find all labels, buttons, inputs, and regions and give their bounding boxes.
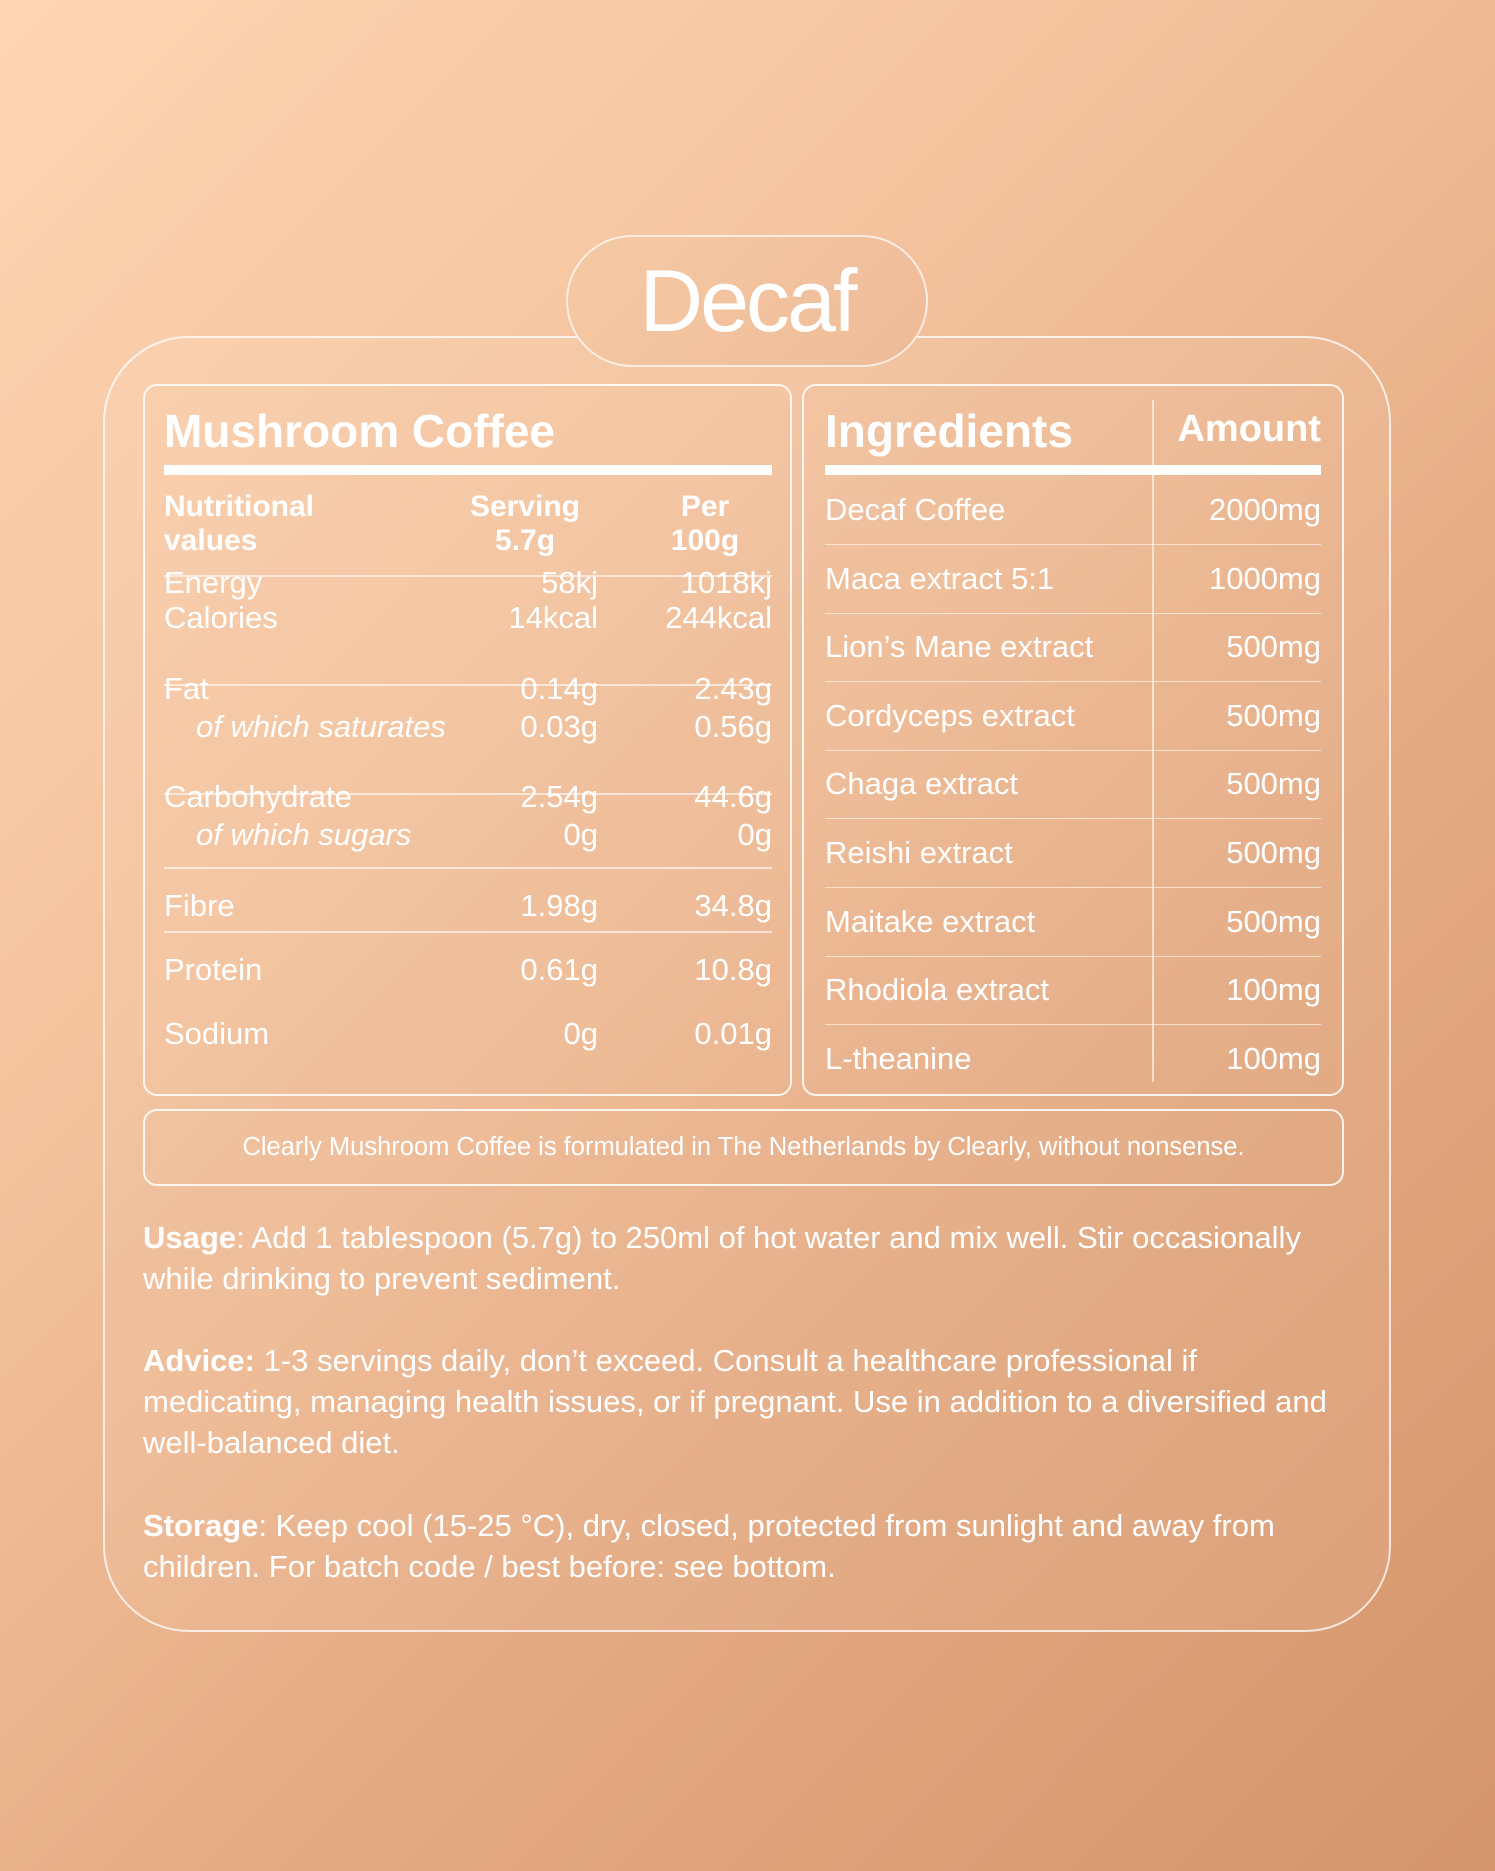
row-divider xyxy=(164,867,772,869)
header-ingredients: Ingredients xyxy=(825,405,1073,457)
serving-value: 58kj xyxy=(541,565,598,600)
formulation-note: Clearly Mushroom Coffee is formulated in… xyxy=(143,1109,1344,1186)
per100-value: 0.01g xyxy=(694,1016,772,1051)
ingredient-amount: 2000mg xyxy=(1208,492,1321,527)
ingredient-row: Rhodiola extract 100mg xyxy=(825,956,1321,1026)
ingredient-name: Cordyceps extract xyxy=(825,697,1075,733)
ingredient-name: Maca extract 5:1 xyxy=(825,560,1055,596)
ingredient-name: Reishi extract xyxy=(825,835,1013,870)
row-divider xyxy=(164,931,772,933)
nutrition-table: Mushroom Coffee Nutritional values Servi… xyxy=(143,384,792,1096)
nutrient-name: of which sugars xyxy=(196,817,412,852)
nutrition-row: Fat 0.14g 2.43g xyxy=(164,667,772,711)
header-amount: Amount xyxy=(1177,408,1321,450)
paragraph-label: Usage xyxy=(143,1220,237,1255)
per100-value: 0g xyxy=(737,817,772,852)
paragraph-text: 1-3 servings daily, don’t exceed. Consul… xyxy=(143,1343,1327,1460)
info-paragraph: Usage: Add 1 tablespoon (5.7g) to 250ml … xyxy=(143,1217,1353,1299)
ingredient-row: Reishi extract 500mg xyxy=(825,819,1321,888)
ingredient-amount: 1000mg xyxy=(1208,560,1321,596)
serving-value: 0g xyxy=(563,817,598,852)
row-divider xyxy=(164,575,772,577)
nutrient-name: Sodium xyxy=(164,1016,270,1051)
ingredient-row: Maitake extract 500mg xyxy=(825,888,1321,957)
nutrition-row: of which sugars 0g 0g xyxy=(164,813,772,857)
nutrition-row: Fibre 1.98g 34.8g xyxy=(164,884,772,928)
ingredient-amount: 500mg xyxy=(1226,835,1321,870)
nutrient-name: Protein xyxy=(164,952,263,987)
ingredient-name: Chaga extract xyxy=(825,766,1018,802)
serving-value: 0.14g xyxy=(520,671,598,706)
ingredient-amount: 100mg xyxy=(1226,1041,1321,1077)
column-divider xyxy=(1152,400,1154,1082)
ingredient-name: Maitake extract xyxy=(825,903,1036,939)
nutrient-name: Carbohydrate xyxy=(164,779,352,814)
ingredient-row: Decaf Coffee 2000mg xyxy=(825,476,1321,545)
serving-value: 2.54g xyxy=(520,779,598,814)
header-serving: Serving 5.7g xyxy=(469,490,581,557)
serving-value: 0g xyxy=(563,1016,598,1051)
ingredient-row: L-theanine 100mg xyxy=(825,1025,1321,1094)
ingredient-amount: 500mg xyxy=(1226,903,1321,939)
per100-value: 34.8g xyxy=(694,888,772,923)
ingredient-amount: 100mg xyxy=(1226,972,1321,1008)
serving-value: 1.98g xyxy=(520,888,598,923)
ingredient-row: Cordyceps extract 500mg xyxy=(825,682,1321,751)
ingredient-name: Decaf Coffee xyxy=(825,492,1006,527)
per100-value: 10.8g xyxy=(694,952,772,987)
ingredient-row: Lion’s Mane extract 500mg xyxy=(825,613,1321,683)
info-paragraph: Advice: 1-3 servings daily, don’t exceed… xyxy=(143,1340,1353,1463)
paragraph-text: : Add 1 tablespoon (5.7g) to 250ml of ho… xyxy=(143,1220,1301,1296)
divider xyxy=(164,465,772,475)
nutrition-row: Calories 14kcal 244kcal xyxy=(164,596,772,640)
header-name: Nutritional values xyxy=(164,490,314,557)
serving-value: 0.61g xyxy=(520,952,598,987)
row-divider xyxy=(164,793,772,795)
header-per100: Per 100g xyxy=(670,490,740,557)
serving-value: 0.03g xyxy=(520,709,598,744)
nutrient-name: of which saturates xyxy=(196,709,446,744)
variant-title: Decaf xyxy=(566,235,928,367)
nutrition-row: of which saturates 0.03g 0.56g xyxy=(164,705,772,749)
per100-value: 2.43g xyxy=(694,671,772,706)
ingredient-name: Rhodiola extract xyxy=(825,972,1050,1008)
paragraph-label: Advice: xyxy=(143,1343,255,1378)
paragraph-label: Storage xyxy=(143,1508,259,1543)
ingredient-name: L-theanine xyxy=(825,1041,972,1077)
nutrient-name: Fat xyxy=(164,671,209,706)
per100-value: 0.56g xyxy=(694,709,772,744)
ingredient-row: Maca extract 5:1 1000mg xyxy=(825,545,1321,614)
info-card xyxy=(103,336,1391,1632)
nutrition-row: Carbohydrate 2.54g 44.6g xyxy=(164,775,772,819)
nutrition-row: Protein 0.61g 10.8g xyxy=(164,948,772,992)
nutrition-title: Mushroom Coffee xyxy=(164,405,555,457)
info-paragraph: Storage: Keep cool (15-25 °C), dry, clos… xyxy=(143,1505,1353,1587)
per100-value: 44.6g xyxy=(694,779,772,814)
ingredient-row: Chaga extract 500mg xyxy=(825,750,1321,820)
nutrient-name: Energy xyxy=(164,565,263,600)
ingredients-table: Ingredients Amount Decaf Coffee 2000mg Mac… xyxy=(802,384,1344,1096)
ingredient-amount: 500mg xyxy=(1226,629,1321,665)
serving-value: 14kcal xyxy=(508,600,598,635)
nutrient-name: Fibre xyxy=(164,888,235,923)
nutrition-row: Sodium 0g 0.01g xyxy=(164,1012,772,1056)
per100-value: 244kcal xyxy=(665,600,772,635)
divider xyxy=(825,465,1321,475)
row-divider xyxy=(164,684,772,686)
ingredient-amount: 500mg xyxy=(1226,697,1321,733)
nutrition-row: Energy 58kj 1018kj xyxy=(164,561,772,605)
ingredient-amount: 500mg xyxy=(1226,766,1321,802)
nutrient-name: Calories xyxy=(164,600,278,635)
paragraph-text: : Keep cool (15-25 °C), dry, closed, pro… xyxy=(143,1508,1275,1584)
ingredient-name: Lion’s Mane extract xyxy=(825,629,1094,665)
per100-value: 1018kj xyxy=(680,565,772,600)
